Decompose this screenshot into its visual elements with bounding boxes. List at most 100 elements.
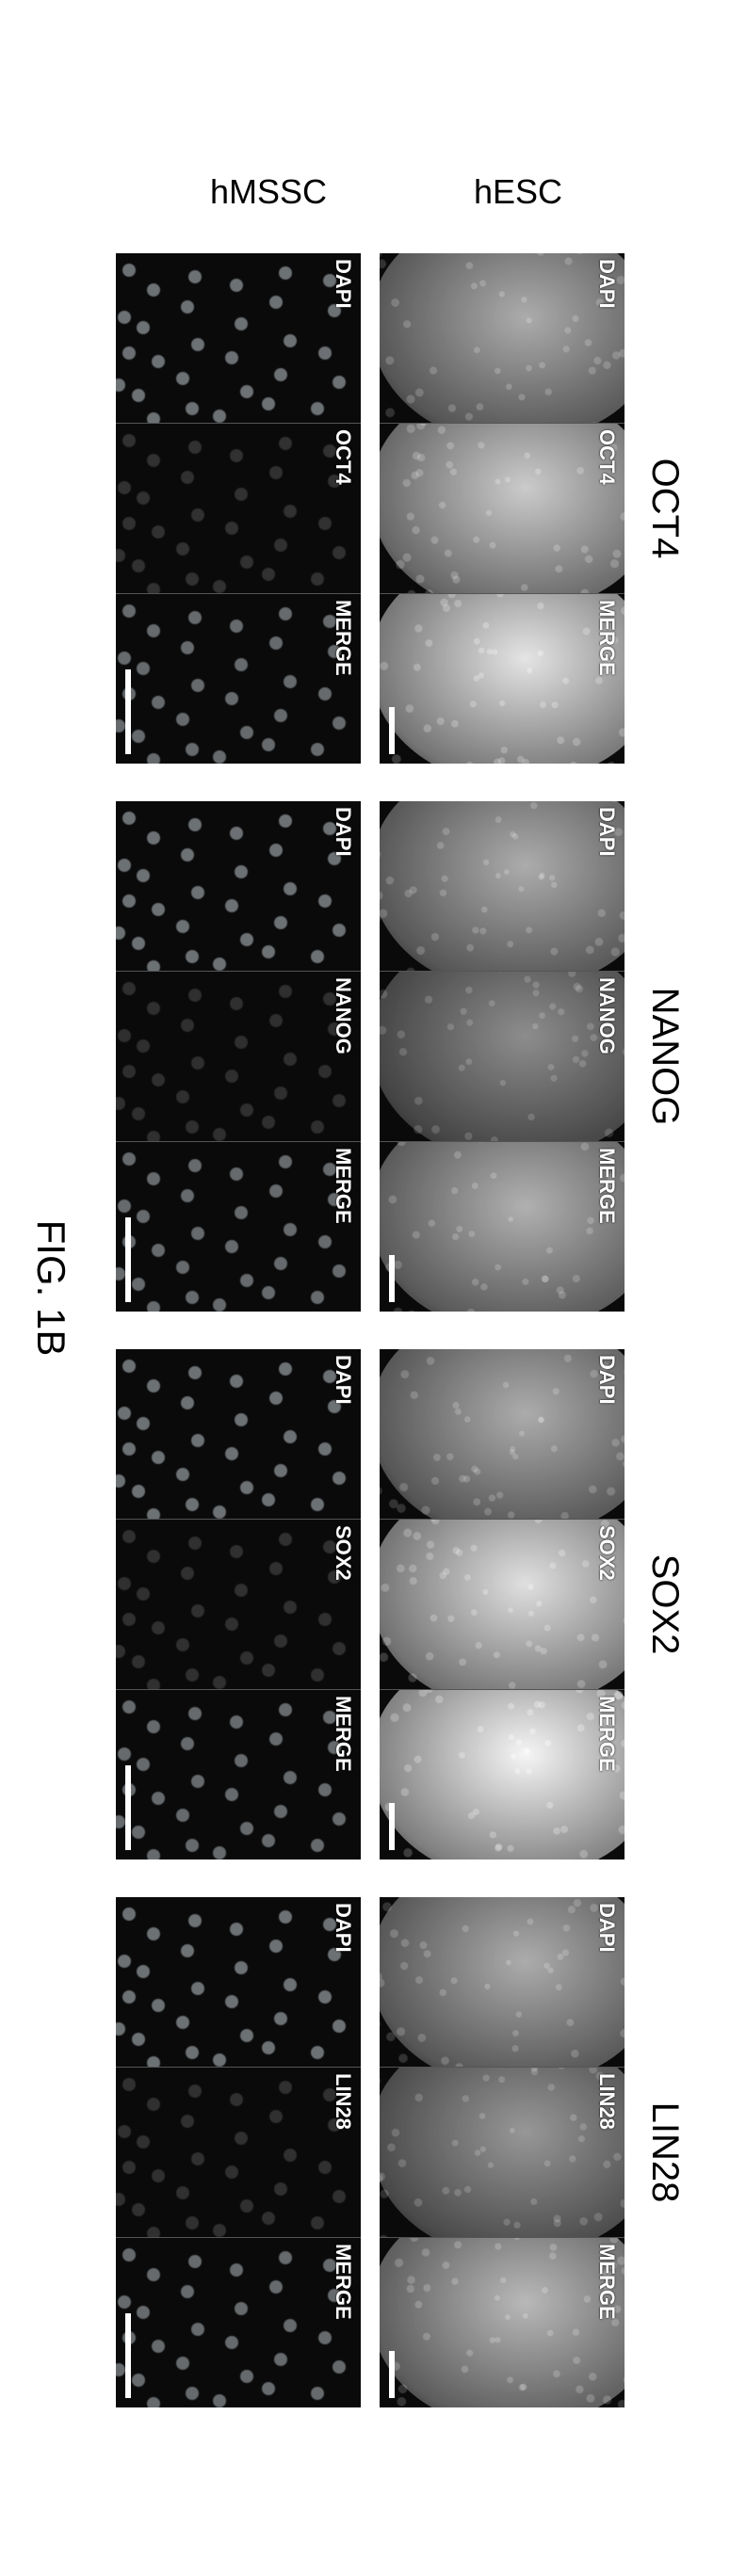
micrograph-panel: DAPI xyxy=(116,253,361,423)
panel-label: MERGE xyxy=(331,1148,355,1224)
figure-1b: hESC hMSSC OCT4 DAPI OCT4 MERGE DAPI OCT4 MERG… xyxy=(45,73,686,2503)
nuclei-dots xyxy=(116,1690,361,1860)
marker-title-sox2: SOX2 xyxy=(643,1554,686,1655)
colony-blob xyxy=(380,1349,625,1519)
micrograph-panel: DAPI xyxy=(380,1349,625,1519)
scale-bar xyxy=(389,2351,395,2398)
triptych-hmssc-sox2: DAPI SOX2 MERGE xyxy=(116,1349,361,1860)
panel-label: DAPI xyxy=(331,1355,355,1405)
colony-blob xyxy=(380,594,625,764)
scale-bar xyxy=(389,1255,395,1302)
panel-label: MERGE xyxy=(331,600,355,676)
colony-blob xyxy=(380,2238,625,2407)
triptych-hesc-lin28: DAPI LIN28 MERGE xyxy=(380,1897,625,2407)
colony-blob xyxy=(380,801,625,971)
scale-bar xyxy=(125,669,131,754)
marker-title-lin28: LIN28 xyxy=(643,2102,686,2203)
panel-label: LIN28 xyxy=(331,2073,355,2130)
micrograph-panel: MERGE xyxy=(380,1690,625,1860)
panel-label: MERGE xyxy=(594,2244,619,2320)
figure-caption: FIG. 1B xyxy=(28,73,73,2503)
nuclei-dots xyxy=(116,594,361,764)
micrograph-panel: DAPI xyxy=(380,253,625,423)
panel-label: DAPI xyxy=(594,1903,619,1953)
panel-label: MERGE xyxy=(331,1696,355,1772)
triptych-hesc-oct4: DAPI OCT4 MERGE xyxy=(380,253,625,764)
colony-blob xyxy=(380,2068,625,2237)
marker-column-lin28: LIN28 DAPI LIN28 MERGE DAPI LIN28 MERGE xyxy=(116,1897,686,2407)
panel-label: OCT4 xyxy=(594,429,619,485)
triptych-hesc-nanog: DAPI NANOG MERGE xyxy=(380,801,625,1312)
micrograph-panel: LIN28 xyxy=(380,2068,625,2237)
micrograph-panel: LIN28 xyxy=(116,2068,361,2237)
micrograph-panel: DAPI xyxy=(380,801,625,971)
panel-label: DAPI xyxy=(594,1355,619,1405)
nuclei-dots xyxy=(116,1897,361,2067)
panel-label: MERGE xyxy=(594,600,619,676)
colony-blob xyxy=(380,424,625,593)
row-label-hesc: hESC xyxy=(474,172,521,212)
colony-blob xyxy=(380,1142,625,1312)
micrograph-panel: SOX2 xyxy=(380,1520,625,1689)
panel-label: NANOG xyxy=(331,977,355,1055)
triptych-hmssc-nanog: DAPI NANOG MERGE xyxy=(116,801,361,1312)
colony-blob xyxy=(380,1520,625,1689)
nuclei-dots xyxy=(116,1349,361,1519)
micrograph-panel: DAPI xyxy=(116,801,361,971)
marker-title-oct4: OCT4 xyxy=(643,459,686,559)
marker-column-sox2: SOX2 DAPI SOX2 MERGE DAPI SOX2 MERGE xyxy=(116,1349,686,1860)
micrograph-panel: NANOG xyxy=(116,972,361,1141)
nuclei-dots xyxy=(116,2238,361,2407)
colony-blob xyxy=(380,1897,625,2067)
triptych-hesc-sox2: DAPI SOX2 MERGE xyxy=(380,1349,625,1860)
panel-label: MERGE xyxy=(331,2244,355,2320)
micrograph-panel: MERGE xyxy=(116,1690,361,1860)
micrograph-panel: OCT4 xyxy=(116,424,361,593)
nuclei-dots xyxy=(116,801,361,971)
marker-title-nanog: NANOG xyxy=(643,988,686,1126)
triptych-hmssc-oct4: DAPI OCT4 MERGE xyxy=(116,253,361,764)
panel-label: OCT4 xyxy=(331,429,355,485)
nuclei-dots xyxy=(116,253,361,423)
panel-label: NANOG xyxy=(594,977,619,1055)
panel-label: SOX2 xyxy=(331,1525,355,1581)
panel-label: DAPI xyxy=(331,807,355,857)
colony-blob xyxy=(380,1690,625,1860)
nuclei-dots xyxy=(116,972,361,1141)
panel-label: DAPI xyxy=(594,807,619,857)
panel-label: DAPI xyxy=(594,259,619,309)
micrograph-panel: MERGE xyxy=(380,2238,625,2407)
scale-bar xyxy=(389,707,395,754)
scale-bar xyxy=(389,1803,395,1850)
marker-column-oct4: OCT4 DAPI OCT4 MERGE DAPI OCT4 MERGE xyxy=(116,253,686,764)
micrograph-panel: MERGE xyxy=(380,594,625,764)
panel-label: LIN28 xyxy=(594,2073,619,2130)
panel-label: MERGE xyxy=(594,1696,619,1772)
panel-label: DAPI xyxy=(331,1903,355,1953)
nuclei-dots xyxy=(116,1520,361,1689)
row-labels-column: hESC hMSSC xyxy=(102,169,629,216)
micrograph-panel: MERGE xyxy=(116,2238,361,2407)
scale-bar xyxy=(125,1217,131,1302)
panel-label: SOX2 xyxy=(594,1525,619,1581)
scale-bar xyxy=(125,1765,131,1850)
row-label-hmssc: hMSSC xyxy=(210,172,257,212)
micrograph-panel: OCT4 xyxy=(380,424,625,593)
micrograph-panel: SOX2 xyxy=(116,1520,361,1689)
nuclei-dots xyxy=(116,424,361,593)
panel-label: DAPI xyxy=(331,259,355,309)
nuclei-dots xyxy=(116,2068,361,2237)
micrograph-panel: NANOG xyxy=(380,972,625,1141)
micrograph-panel: MERGE xyxy=(116,594,361,764)
micrograph-panel: MERGE xyxy=(116,1142,361,1312)
micrograph-panel: DAPI xyxy=(380,1897,625,2067)
triptych-hmssc-lin28: DAPI LIN28 MERGE xyxy=(116,1897,361,2407)
scale-bar xyxy=(125,2313,131,2398)
micrograph-panel: DAPI xyxy=(116,1897,361,2067)
panel-grid: hESC hMSSC OCT4 DAPI OCT4 MERGE DAPI OCT4 MERG… xyxy=(102,73,686,2503)
colony-blob xyxy=(380,253,625,423)
micrograph-panel: MERGE xyxy=(380,1142,625,1312)
marker-column-nanog: NANOG DAPI NANOG MERGE DAPI NANOG MERGE xyxy=(116,801,686,1312)
colony-blob xyxy=(380,972,625,1141)
marker-columns: OCT4DAPIOCT4MERGEDAPIOCT4MERGENANOGDAPIN… xyxy=(116,253,686,2407)
